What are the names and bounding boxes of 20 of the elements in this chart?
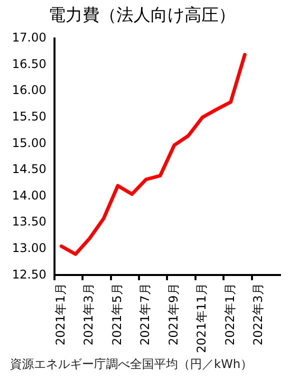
y-tick-label: 15.50: [12, 109, 46, 124]
chart-title: 電力費（法人向け高圧）: [48, 6, 236, 26]
x-tick-label: 2021年1月: [54, 283, 68, 346]
y-tick-label: 17.00: [12, 30, 46, 45]
text: 資源エネルギー庁調べ全国平均（円／kWh）: [10, 356, 254, 373]
x-tick-label: 2021年9月: [166, 283, 180, 346]
y-tick-label: 13.00: [12, 241, 46, 256]
y-tick-label: 15.00: [12, 136, 46, 150]
x-tick-label: 2022年3月: [250, 283, 265, 346]
y-tick-label: 16.50: [12, 56, 46, 71]
x-tick-label: 2021年11月: [194, 283, 209, 354]
y-tick-label: 14.00: [12, 188, 46, 202]
y-tick-label: 16.00: [12, 83, 46, 98]
x-tick-label: 2021年7月: [138, 283, 152, 346]
y-tick-label: 13.50: [12, 214, 46, 229]
y-tick-label: 12.50: [12, 267, 46, 282]
x-tick-label: 2022年1月: [222, 283, 237, 346]
x-tick-label: 2021年5月: [110, 283, 124, 346]
y-tick-label: 14.50: [12, 162, 46, 176]
x-tick-label: 2021年3月: [82, 283, 96, 346]
